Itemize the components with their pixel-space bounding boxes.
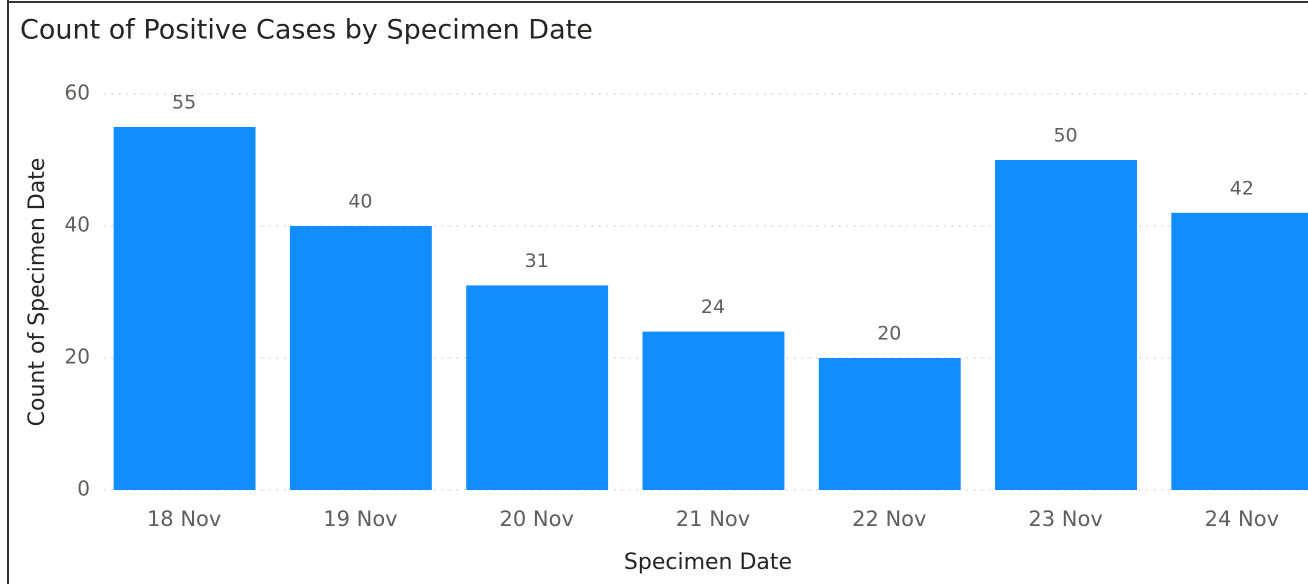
data-label: 50 (1053, 125, 1077, 147)
chart-title: Count of Positive Cases by Specimen Date (20, 15, 593, 46)
data-label: 20 (877, 323, 901, 345)
x-tick-label: 23 Nov (1028, 507, 1102, 531)
data-label: 55 (172, 92, 196, 114)
bar (642, 331, 785, 490)
y-axis-title: Count of Specimen Date (25, 158, 50, 427)
x-tick-label: 24 Nov (1205, 507, 1279, 531)
y-tick-label: 20 (65, 345, 90, 369)
x-tick-label: 20 Nov (500, 507, 574, 531)
y-tick-label: 60 (65, 81, 90, 105)
y-tick-label: 0 (77, 477, 90, 501)
data-label: 40 (348, 191, 372, 213)
x-tick-label: 21 Nov (676, 507, 750, 531)
bar (995, 160, 1137, 490)
data-label: 31 (525, 250, 549, 272)
data-label: 24 (701, 296, 725, 318)
bar (113, 127, 256, 490)
bar (1171, 212, 1308, 491)
x-axis-title: Specimen Date (624, 550, 792, 575)
x-tick-label: 18 Nov (147, 507, 221, 531)
x-tick-label: 22 Nov (852, 507, 926, 531)
data-label: 42 (1230, 177, 1254, 199)
bar (466, 285, 609, 490)
x-tick-label: 19 Nov (323, 507, 397, 531)
bar (818, 358, 961, 490)
y-tick-label: 40 (65, 213, 90, 237)
bar (289, 226, 432, 490)
